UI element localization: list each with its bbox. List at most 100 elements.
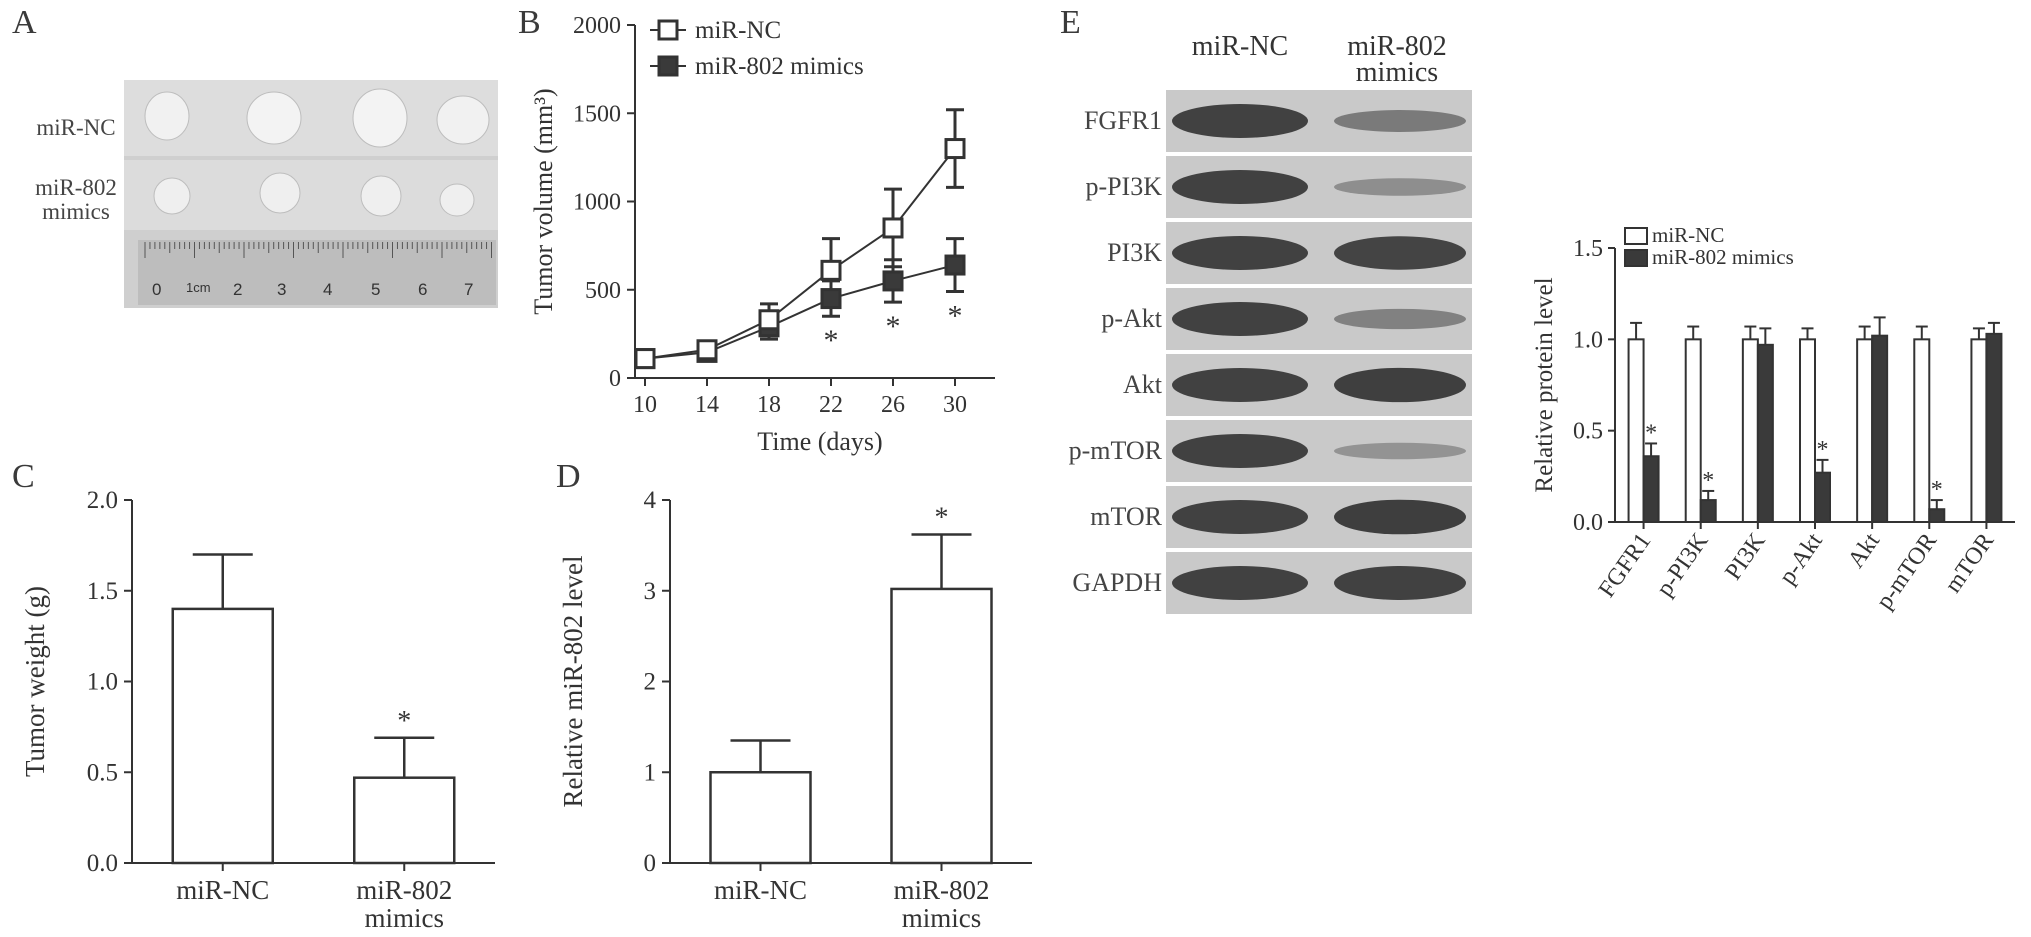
y-tick-label: 0 bbox=[644, 850, 657, 877]
x-tick-label: miR-NC bbox=[176, 875, 269, 905]
bar bbox=[353, 776, 456, 865]
x-tick-label: miR-NC bbox=[714, 875, 807, 905]
y-tick-label: 500 bbox=[585, 278, 621, 304]
blot-label: p-mTOR bbox=[1068, 436, 1162, 465]
blot-column-mir-nc: miR-NC bbox=[1191, 31, 1289, 62]
blot-band bbox=[1334, 367, 1466, 403]
data-point bbox=[820, 288, 842, 310]
tumor-photo-panel: miR-NC miR-802 mimics 0 1cm 2 3 4 5 6 7 bbox=[0, 0, 500, 320]
legend-swatch bbox=[1624, 249, 1648, 267]
series-line bbox=[644, 264, 956, 360]
blot-band bbox=[1334, 308, 1466, 330]
x-axis-label: Time (days) bbox=[757, 427, 882, 456]
x-tick-label: 30 bbox=[943, 392, 967, 418]
mir-802-level-chart: 0 1 2 3 4 Relative miR-802 level miR-NC miR-802… bbox=[558, 487, 1032, 933]
tumor bbox=[246, 91, 302, 145]
x-tick-label: 18 bbox=[757, 392, 781, 418]
y-tick-label: 3 bbox=[644, 578, 657, 605]
significance-marker: * bbox=[948, 300, 963, 333]
ruler-label: 2 bbox=[233, 280, 243, 299]
panel-label-e: E bbox=[1060, 4, 1081, 41]
blot-band bbox=[1172, 434, 1308, 468]
blot-band bbox=[1334, 442, 1466, 460]
y-tick-label: 1 bbox=[644, 759, 657, 786]
blot-label: p-Akt bbox=[1101, 304, 1162, 333]
ruler-label: 1cm bbox=[186, 280, 211, 295]
data-point bbox=[944, 254, 966, 276]
y-tick-label: 1.5 bbox=[1573, 236, 1603, 262]
bar bbox=[1856, 338, 1874, 523]
blot-column-mir-802-mimics: miR-802 mimics bbox=[1347, 31, 1447, 88]
tumor bbox=[436, 95, 490, 145]
significance-marker: * bbox=[1817, 437, 1829, 463]
data-point bbox=[820, 259, 842, 281]
x-tick-label: 10 bbox=[633, 392, 657, 418]
legend-label: miR-NC bbox=[1652, 223, 1724, 247]
x-tick-label: 22 bbox=[819, 392, 843, 418]
tumor bbox=[439, 183, 475, 217]
ruler-ticks bbox=[144, 242, 492, 258]
blot-band bbox=[1172, 104, 1308, 138]
western-blot: miR-NC miR-802 mimics FGFR1 p-PI3K PI3K p-A… bbox=[1050, 0, 1480, 760]
y-tick-label: 0.5 bbox=[1573, 419, 1603, 445]
bar bbox=[1871, 334, 1889, 523]
y-axis-label: Relative protein level bbox=[1531, 277, 1558, 492]
legend-marker bbox=[657, 55, 679, 77]
ruler-label: 5 bbox=[371, 280, 381, 299]
ruler bbox=[138, 240, 496, 305]
tumor-photo bbox=[124, 80, 498, 308]
data-point bbox=[758, 309, 780, 331]
bar bbox=[709, 771, 812, 865]
bar bbox=[1970, 338, 1988, 523]
y-tick-label: 2 bbox=[644, 669, 657, 696]
bar bbox=[890, 587, 993, 865]
x-tick-label: 26 bbox=[881, 392, 905, 418]
y-tick-label: 1.5 bbox=[87, 578, 118, 605]
x-tick-label: FGFR1 bbox=[1594, 529, 1657, 603]
blot-band bbox=[1172, 236, 1308, 270]
y-tick-label: 1000 bbox=[573, 190, 621, 216]
y-tick-label: 4 bbox=[644, 487, 657, 514]
tumor bbox=[144, 91, 190, 141]
bar bbox=[1928, 508, 1946, 524]
legend-marker bbox=[657, 19, 679, 41]
bar bbox=[1913, 338, 1931, 523]
blot-label: FGFR1 bbox=[1083, 106, 1162, 135]
legend-swatch bbox=[1624, 227, 1648, 245]
significance-marker: * bbox=[935, 502, 949, 533]
ruler-label: 7 bbox=[464, 280, 474, 299]
tumor bbox=[153, 177, 191, 215]
significance-marker: * bbox=[824, 324, 839, 357]
y-tick-label: 0.5 bbox=[87, 759, 118, 786]
bar bbox=[1684, 338, 1702, 523]
data-point bbox=[634, 348, 656, 370]
data-point bbox=[882, 270, 904, 292]
bar bbox=[1799, 338, 1816, 523]
series-line bbox=[644, 147, 956, 360]
legend-label: miR-802 mimics bbox=[695, 53, 864, 80]
blot-label: mTOR bbox=[1090, 502, 1162, 531]
blot-band bbox=[1172, 368, 1308, 402]
row-label-mir-802-mimics: miR-802 mimics bbox=[35, 175, 117, 224]
blot-band bbox=[1172, 500, 1308, 534]
bar bbox=[1985, 332, 2003, 523]
tumors-nc bbox=[144, 88, 490, 148]
blot-band bbox=[1334, 499, 1466, 535]
y-tick-label: 0 bbox=[609, 366, 621, 392]
blot-label: Akt bbox=[1123, 370, 1162, 399]
panel-label-c: C bbox=[12, 458, 35, 495]
bar bbox=[1642, 455, 1660, 523]
y-tick-label: 1.0 bbox=[87, 669, 118, 696]
x-tick-label: mTOR bbox=[1940, 529, 1999, 598]
bar bbox=[1699, 499, 1717, 523]
data-point bbox=[944, 138, 966, 160]
ruler-label: 3 bbox=[277, 280, 287, 299]
panel-label-b: B bbox=[518, 4, 541, 41]
y-tick-label: 1500 bbox=[573, 101, 621, 127]
blot-band bbox=[1172, 566, 1308, 600]
blot-band bbox=[1334, 236, 1466, 270]
bar bbox=[1756, 343, 1774, 523]
blot-label: GAPDH bbox=[1072, 568, 1162, 597]
row-label-mir-nc: miR-NC bbox=[36, 115, 116, 140]
legend-label: miR-802 mimics bbox=[1652, 245, 1794, 269]
